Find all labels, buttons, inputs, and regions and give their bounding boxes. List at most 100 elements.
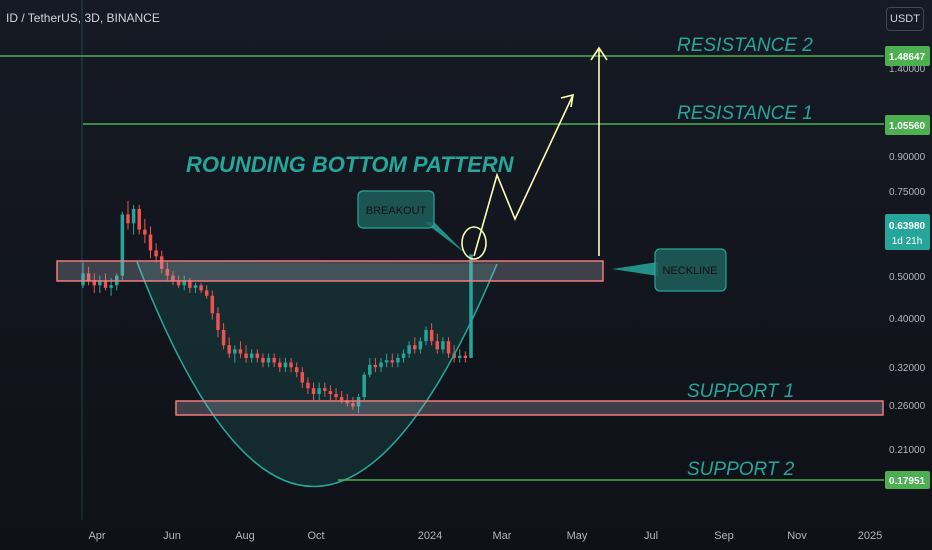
candle-body — [86, 273, 91, 281]
price-label-countdown: 1d 21h — [892, 236, 923, 247]
neckline-label: NECKLINE — [662, 265, 717, 277]
x-tick-label: Aug — [235, 530, 255, 542]
level-label: SUPPORT 1 — [687, 381, 794, 402]
y-tick-label: 0.40000 — [889, 314, 926, 325]
x-tick-label: Apr — [88, 530, 105, 542]
candle-body — [109, 285, 113, 288]
level-label: RESISTANCE 1 — [677, 103, 813, 124]
candle — [300, 367, 305, 389]
candle-body — [458, 355, 462, 358]
candle-body — [311, 388, 316, 394]
candle-body — [120, 214, 125, 276]
candle — [92, 273, 96, 294]
candle-body — [272, 357, 276, 363]
candle-body — [238, 349, 243, 354]
support-1-zone — [175, 400, 884, 416]
candle-body — [143, 229, 147, 235]
candle — [137, 204, 141, 235]
candle-body — [339, 397, 344, 401]
candle — [429, 323, 434, 346]
candle — [210, 290, 215, 320]
candle-body — [216, 313, 220, 330]
candle — [446, 337, 451, 358]
y-tick-label: 0.90000 — [889, 152, 926, 163]
level-label: RESISTANCE 2 — [677, 35, 813, 56]
candle — [469, 254, 473, 358]
candle-body — [390, 360, 395, 363]
candle — [199, 282, 203, 294]
rounding-bottom-curve — [136, 261, 498, 488]
candle — [328, 385, 333, 401]
candle-body — [356, 397, 361, 407]
candle — [98, 275, 102, 294]
candle — [103, 273, 108, 291]
candle — [81, 262, 85, 288]
candle — [289, 357, 293, 373]
x-tick-label: 2024 — [418, 530, 442, 542]
candle — [441, 337, 445, 354]
candle-body — [137, 208, 141, 230]
candle — [266, 353, 271, 368]
y-tick-label: 0.26000 — [889, 401, 926, 412]
candle — [244, 345, 248, 363]
candle — [159, 250, 164, 274]
x-tick-label: Mar — [493, 530, 512, 542]
price-label: 0.63980 1d 21h — [885, 214, 930, 250]
candle-body — [469, 254, 473, 358]
breakout-circle — [461, 226, 487, 260]
target-arrowhead — [590, 46, 608, 61]
candle-body — [249, 353, 254, 358]
x-tick-label: Oct — [307, 530, 324, 542]
x-tick-label: Nov — [787, 530, 807, 542]
candle — [458, 349, 462, 363]
candle — [221, 323, 226, 350]
candle-body — [255, 353, 260, 358]
candle — [379, 357, 383, 373]
candle — [131, 204, 136, 235]
candle — [317, 382, 321, 401]
candle — [323, 382, 327, 398]
candle — [216, 307, 220, 338]
candle — [373, 357, 378, 373]
candle-body — [373, 364, 378, 368]
candle-body — [289, 362, 293, 368]
projection-arrowhead — [560, 93, 574, 108]
candle — [463, 351, 468, 363]
candle-body — [384, 360, 389, 363]
candle-body — [418, 341, 423, 350]
candle — [233, 345, 237, 363]
candle-body — [103, 280, 108, 288]
candle-body — [283, 362, 288, 368]
candle — [249, 349, 254, 363]
candle — [272, 353, 276, 368]
candle — [86, 266, 91, 286]
candle — [204, 285, 209, 299]
price-label: 0.17951 — [885, 471, 930, 489]
candle — [227, 337, 231, 358]
candle — [413, 337, 417, 354]
candle-body — [227, 345, 231, 354]
price-label-text: 1.48647 — [889, 52, 926, 63]
candle — [171, 271, 175, 286]
candle — [424, 326, 428, 346]
candle-body — [193, 285, 198, 288]
candle-body — [407, 345, 411, 354]
candle-body — [424, 329, 428, 342]
candle-body — [210, 295, 215, 314]
candle-body — [131, 208, 136, 224]
y-tick-label: 1.40000 — [889, 64, 926, 75]
candle — [407, 341, 411, 358]
projection-path — [473, 94, 574, 257]
candle-body — [204, 290, 209, 296]
symbol-title: ID / TetherUS, 3D, BINANCE — [6, 11, 160, 25]
neckline-callout-box — [654, 248, 727, 292]
candle-body — [148, 234, 153, 251]
candle-body — [401, 353, 406, 358]
candle-body — [171, 275, 175, 281]
candles — [81, 200, 473, 414]
candle — [396, 353, 400, 368]
currency-button[interactable]: USDT — [886, 7, 924, 31]
candle-body — [199, 285, 203, 291]
